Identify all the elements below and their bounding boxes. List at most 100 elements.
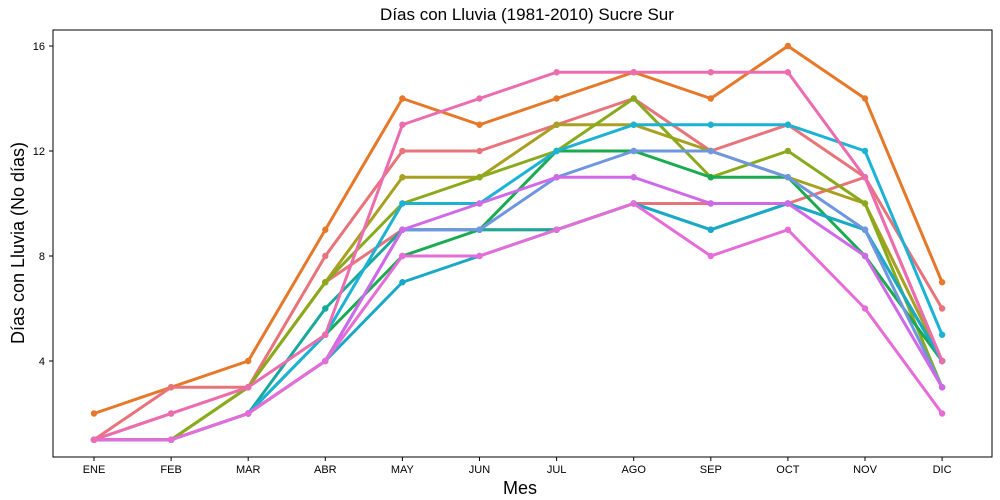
- data-point: [476, 252, 483, 260]
- data-point: [630, 200, 637, 207]
- data-point: [707, 226, 714, 233]
- data-point: [322, 357, 329, 365]
- x-axis-ticks: ENE FEB MAR ABR MAY JUN JUL AGO SEP OCT NOV DIC: [83, 457, 952, 476]
- chart-title: Días con Lluvia (1981-2010) Sucre Sur: [380, 5, 674, 24]
- data-point: [938, 357, 946, 365]
- data-point: [476, 174, 483, 181]
- data-point: [322, 252, 329, 260]
- data-point: [245, 410, 252, 417]
- data-point: [861, 200, 869, 207]
- data-point: [476, 200, 483, 207]
- y-tick-label: 16: [33, 41, 45, 53]
- data-point: [476, 121, 483, 128]
- series-line: [92, 70, 944, 442]
- x-tick-label: ABR: [314, 464, 337, 476]
- data-point: [707, 252, 714, 260]
- data-point: [399, 95, 406, 102]
- data-point: [245, 384, 252, 391]
- data-point: [861, 174, 869, 181]
- data-point: [553, 121, 560, 128]
- x-tick-label: MAY: [391, 464, 415, 476]
- x-tick-label: OCT: [776, 464, 800, 476]
- data-point: [553, 69, 560, 76]
- data-point: [553, 95, 560, 102]
- data-point: [630, 69, 637, 76]
- data-point: [938, 384, 946, 391]
- y-axis-ticks: 4 8 12 16: [33, 41, 53, 368]
- data-point: [167, 436, 175, 443]
- x-tick-label: NOV: [853, 464, 878, 476]
- y-tick-label: 4: [39, 356, 45, 368]
- data-point: [245, 357, 252, 365]
- x-tick-label: AGO: [621, 464, 646, 476]
- data-point: [630, 147, 637, 155]
- data-point: [322, 331, 329, 338]
- data-point: [938, 331, 946, 338]
- series-line: [92, 202, 944, 442]
- y-tick-label: 8: [39, 251, 45, 263]
- data-point: [784, 69, 792, 76]
- plot-area-border: [52, 29, 993, 458]
- data-point: [399, 279, 406, 286]
- data-point: [861, 95, 869, 102]
- data-point: [630, 95, 637, 102]
- series-line: [92, 44, 944, 415]
- x-tick-label: JUL: [547, 464, 567, 476]
- data-point: [167, 410, 175, 417]
- data-point: [322, 226, 329, 233]
- data-point: [938, 279, 946, 286]
- data-point: [861, 147, 869, 155]
- series-line: [92, 97, 944, 442]
- series-5: [90, 95, 946, 443]
- data-point: [399, 252, 406, 260]
- series-line: [92, 175, 944, 442]
- x-axis-label: Mes: [503, 478, 537, 498]
- data-point: [707, 147, 714, 155]
- data-point: [861, 226, 869, 233]
- data-point: [167, 384, 175, 391]
- data-point: [707, 174, 714, 181]
- data-point: [90, 410, 98, 417]
- series-2: [90, 95, 946, 443]
- data-point: [707, 121, 714, 128]
- data-point: [553, 174, 560, 181]
- x-tick-label: FEB: [160, 464, 181, 476]
- data-point: [399, 121, 406, 128]
- data-point: [553, 226, 560, 233]
- x-tick-label: JUN: [469, 464, 490, 476]
- data-point: [630, 121, 637, 128]
- data-point: [322, 305, 329, 312]
- data-point: [399, 200, 406, 207]
- data-point: [630, 174, 637, 181]
- data-point: [399, 174, 406, 181]
- x-tick-label: ENE: [83, 464, 106, 476]
- y-tick-label: 12: [33, 146, 45, 158]
- data-point: [553, 147, 560, 155]
- x-tick-label: MAR: [236, 464, 261, 476]
- data-point: [861, 252, 869, 260]
- data-point: [707, 200, 714, 207]
- data-point: [784, 200, 792, 207]
- data-point: [707, 69, 714, 76]
- data-point: [784, 174, 792, 181]
- data-point: [322, 279, 329, 286]
- series-group: [90, 42, 946, 443]
- data-point: [476, 226, 483, 233]
- data-point: [476, 95, 483, 102]
- data-point: [399, 226, 406, 233]
- series-13: [90, 69, 946, 443]
- series-line: [92, 123, 944, 442]
- data-point: [784, 42, 792, 50]
- data-point: [399, 147, 406, 155]
- series-line: [92, 123, 944, 442]
- y-axis-label: Días con Lluvia (No días): [8, 142, 28, 344]
- series-line: [92, 175, 944, 442]
- data-point: [476, 147, 483, 155]
- data-point: [707, 95, 714, 102]
- data-point: [938, 410, 946, 417]
- data-point: [784, 226, 792, 233]
- data-point: [861, 305, 869, 312]
- data-point: [784, 121, 792, 128]
- x-tick-label: SEP: [700, 464, 722, 476]
